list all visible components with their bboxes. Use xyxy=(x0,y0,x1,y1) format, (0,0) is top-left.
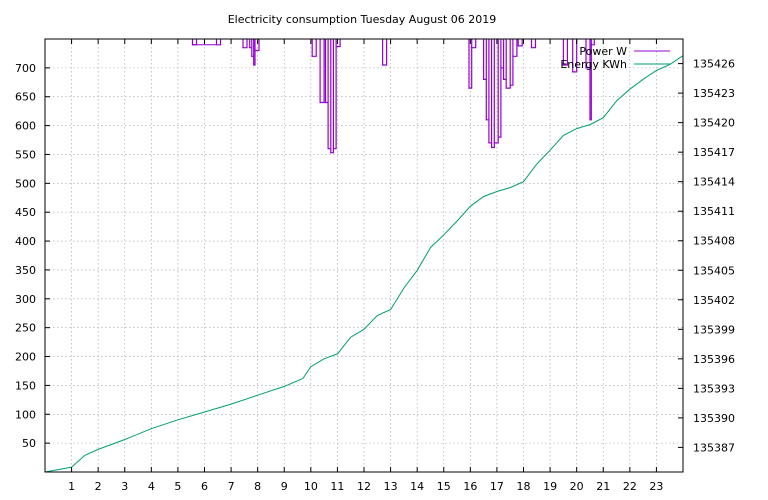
series-power-line xyxy=(191,39,595,154)
legend-energy-label: Energy KWh xyxy=(560,58,627,71)
y-tick-label: 150 xyxy=(15,379,36,392)
power-point xyxy=(327,148,329,150)
power-point xyxy=(242,47,244,49)
y2-tick-label: 135393 xyxy=(693,382,735,395)
y-tick-label: 200 xyxy=(15,351,36,364)
x-tick-label: 12 xyxy=(357,480,371,493)
x-tick-label: 20 xyxy=(570,480,584,493)
x-tick-label: 18 xyxy=(517,480,531,493)
power-point xyxy=(505,87,507,89)
y-tick-label: 400 xyxy=(15,235,36,248)
power-point xyxy=(249,47,251,49)
power-point xyxy=(589,119,591,121)
x-tick-label: 22 xyxy=(623,480,637,493)
y-tick-label: 50 xyxy=(22,437,36,450)
power-point xyxy=(335,45,337,48)
power-point xyxy=(330,152,332,154)
y-tick-label: 550 xyxy=(15,148,36,161)
y2-tick-label: 135405 xyxy=(693,264,735,277)
plot-area xyxy=(45,39,683,472)
x-tick-label: 7 xyxy=(228,480,235,493)
x-tick-label: 19 xyxy=(543,480,557,493)
y-tick-label: 650 xyxy=(15,91,36,104)
grid xyxy=(45,39,683,472)
y2-tick-label: 135390 xyxy=(693,412,735,425)
x-tick-label: 21 xyxy=(596,480,610,493)
y-tick-label: 600 xyxy=(15,120,36,133)
x-tick-label: 6 xyxy=(201,480,208,493)
x-tick-label: 23 xyxy=(649,480,663,493)
legend-power-label: Power W xyxy=(579,45,627,58)
power-point xyxy=(491,146,493,149)
y-tick-label: 700 xyxy=(15,62,36,75)
x-tick-label: 11 xyxy=(330,480,344,493)
power-point xyxy=(382,64,384,66)
x-tick-label: 16 xyxy=(463,480,477,493)
y-tick-label: 300 xyxy=(15,293,36,306)
power-point xyxy=(311,55,313,57)
x-tick-label: 10 xyxy=(304,480,318,493)
power-point xyxy=(251,55,253,57)
y2-tick-label: 135396 xyxy=(693,353,735,366)
x-tick-label: 8 xyxy=(254,480,261,493)
x-tick-label: 5 xyxy=(174,480,181,493)
x-tick-label: 4 xyxy=(148,480,155,493)
y2-tick-label: 135408 xyxy=(693,235,735,248)
power-point xyxy=(332,148,335,150)
power-point xyxy=(483,78,485,81)
y-tick-label: 250 xyxy=(15,322,36,335)
y2-tick-label: 135423 xyxy=(693,87,735,100)
x-tick-label: 17 xyxy=(490,480,504,493)
x-tick-label: 13 xyxy=(384,480,398,493)
power-point xyxy=(254,49,256,52)
power-point xyxy=(471,47,473,49)
power-point xyxy=(572,71,574,73)
power-point xyxy=(590,44,592,46)
x-tick-label: 1 xyxy=(68,480,75,493)
y2-tick-label: 135426 xyxy=(693,58,735,71)
power-point xyxy=(530,47,533,49)
power-point xyxy=(253,64,255,66)
y2-tick-label: 135402 xyxy=(693,294,735,307)
power-point xyxy=(319,101,321,104)
power-point xyxy=(497,136,499,138)
power-point xyxy=(485,119,487,121)
y2-tick-label: 135417 xyxy=(693,146,735,159)
y-tick-label: 350 xyxy=(15,264,36,277)
y2-tick-label: 135387 xyxy=(693,441,735,454)
series-energy-line xyxy=(45,55,683,472)
legend: Power W Energy KWh xyxy=(560,45,670,71)
axes: 1 2 3 4 5 6 7 8 9 10 11 12 13 14 15 16 17 18 19 20 21 22 23501… xyxy=(15,39,735,493)
power-point xyxy=(215,44,218,46)
power-point xyxy=(512,55,514,57)
x-tick-label: 14 xyxy=(410,480,424,493)
x-tick-label: 2 xyxy=(95,480,102,493)
power-point xyxy=(493,142,495,144)
power-point xyxy=(517,45,519,47)
power-point xyxy=(191,44,194,46)
x-tick-label: 15 xyxy=(437,480,451,493)
y2-tick-label: 135399 xyxy=(693,323,735,336)
y2-tick-label: 135414 xyxy=(693,176,735,189)
power-point xyxy=(324,101,327,104)
power-point xyxy=(585,67,587,69)
power-point xyxy=(502,78,505,81)
power-point xyxy=(509,84,511,86)
y-tick-label: 500 xyxy=(15,177,36,190)
x-tick-label: 3 xyxy=(121,480,128,493)
x-tick-label: 9 xyxy=(281,480,288,493)
y2-tick-label: 135420 xyxy=(693,117,735,130)
y-tick-label: 450 xyxy=(15,206,36,219)
power-point xyxy=(488,142,490,144)
y-tick-label: 100 xyxy=(15,408,36,421)
y2-tick-label: 135411 xyxy=(693,205,735,218)
power-point xyxy=(500,67,502,69)
power-point xyxy=(468,87,470,89)
chart-title: Electricity consumption Tuesday August 0… xyxy=(228,13,497,26)
power-point xyxy=(562,64,564,66)
